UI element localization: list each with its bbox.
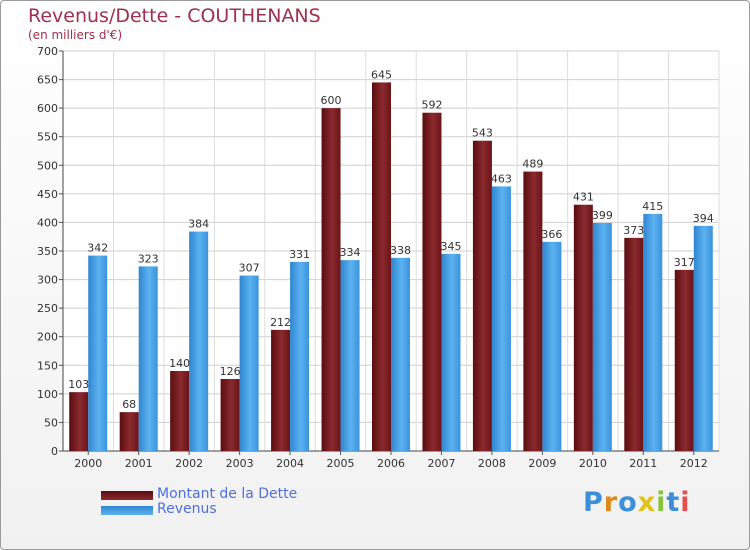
data-label-debt: 645 bbox=[371, 68, 392, 81]
data-label-debt: 140 bbox=[169, 357, 190, 370]
data-label-debt: 68 bbox=[122, 398, 136, 411]
bar-revenue bbox=[138, 266, 158, 451]
y-tick-label: 650 bbox=[37, 74, 58, 87]
bar-debt bbox=[69, 392, 89, 451]
data-label-debt: 103 bbox=[68, 378, 89, 391]
y-tick-label: 250 bbox=[37, 302, 58, 315]
data-labels: 103 342 68 323 140 384 126 307 212 331 600 334 645 33… bbox=[68, 68, 714, 411]
logo-letter: P bbox=[583, 487, 604, 518]
y-tick-label: 0 bbox=[51, 445, 58, 458]
proxiti-logo: Proxiti bbox=[583, 487, 691, 518]
x-tick-label: 2000 bbox=[74, 457, 102, 470]
legend-swatch-debt bbox=[101, 491, 153, 500]
logo-letter: x bbox=[637, 487, 657, 518]
x-tick-label: 2005 bbox=[327, 457, 355, 470]
data-label-debt: 592 bbox=[421, 99, 442, 112]
bars bbox=[69, 82, 713, 452]
bar-debt bbox=[674, 269, 694, 451]
data-label-debt: 431 bbox=[573, 191, 594, 204]
bar-debt bbox=[170, 371, 190, 451]
bar-debt bbox=[372, 82, 391, 451]
y-tick-label: 150 bbox=[37, 359, 58, 372]
y-tick-label: 200 bbox=[37, 331, 58, 344]
data-label-revenue: 366 bbox=[541, 228, 562, 241]
x-tick-label: 2003 bbox=[226, 457, 254, 470]
data-label-revenue: 334 bbox=[340, 246, 361, 259]
logo-letter: o bbox=[618, 487, 638, 518]
data-label-debt: 543 bbox=[472, 127, 493, 140]
data-label-revenue: 394 bbox=[693, 212, 714, 225]
x-tick-label: 2009 bbox=[528, 457, 556, 470]
y-tick-label: 100 bbox=[37, 388, 58, 401]
y-tick-label: 350 bbox=[37, 245, 58, 258]
y-tick-label: 700 bbox=[37, 45, 58, 58]
y-tick-label: 600 bbox=[37, 102, 58, 115]
bar-debt bbox=[573, 204, 593, 451]
data-label-debt: 373 bbox=[623, 224, 644, 237]
data-label-revenue: 384 bbox=[188, 218, 209, 231]
bar-debt bbox=[472, 140, 492, 451]
bar-debt bbox=[523, 171, 543, 452]
x-tick-label: 2002 bbox=[175, 457, 203, 470]
bar-revenue bbox=[340, 260, 360, 451]
data-label-revenue: 342 bbox=[87, 242, 108, 255]
y-tick-label: 300 bbox=[37, 274, 58, 287]
y-tick-label: 50 bbox=[44, 416, 58, 429]
logo-letter: r bbox=[603, 487, 619, 518]
data-label-revenue: 338 bbox=[390, 244, 411, 257]
legend-swatch-revenue bbox=[101, 506, 153, 515]
logo-letter: i bbox=[656, 487, 667, 518]
data-label-revenue: 331 bbox=[289, 248, 310, 261]
bar-revenue bbox=[542, 241, 562, 451]
bar-revenue bbox=[643, 213, 663, 451]
x-tick-label: 2006 bbox=[377, 457, 405, 470]
y-tick-label: 400 bbox=[37, 216, 58, 229]
data-label-revenue: 345 bbox=[440, 240, 461, 253]
bar-revenue bbox=[592, 223, 612, 451]
data-label-debt: 126 bbox=[220, 365, 241, 378]
bar-debt bbox=[422, 112, 442, 451]
bar-revenue bbox=[290, 261, 310, 451]
x-tick-label: 2008 bbox=[478, 457, 506, 470]
x-tick-label: 2011 bbox=[629, 457, 657, 470]
legend-label-revenue: Revenus bbox=[157, 501, 217, 517]
bar-debt bbox=[119, 412, 139, 451]
x-tick-label: 2004 bbox=[276, 457, 304, 470]
data-label-debt: 600 bbox=[321, 94, 342, 107]
y-tick-label: 550 bbox=[37, 131, 58, 144]
x-tick-label: 2001 bbox=[125, 457, 153, 470]
bar-revenue bbox=[88, 255, 108, 451]
bar-revenue bbox=[491, 186, 511, 451]
y-tick-label: 500 bbox=[37, 159, 58, 172]
bar-revenue bbox=[391, 257, 410, 451]
x-tick-label: 2010 bbox=[579, 457, 607, 470]
x-tick-label: 2012 bbox=[680, 457, 708, 470]
chart-title: Revenus/Dette - COUTHENANS bbox=[28, 5, 321, 27]
bar-debt bbox=[321, 108, 341, 452]
y-tick-label: 450 bbox=[37, 188, 58, 201]
bar-revenue bbox=[189, 231, 209, 451]
data-label-revenue: 307 bbox=[239, 262, 260, 275]
data-label-debt: 317 bbox=[674, 256, 695, 269]
data-label-revenue: 399 bbox=[592, 209, 613, 222]
bar-debt bbox=[271, 329, 291, 451]
data-label-revenue: 323 bbox=[138, 252, 159, 265]
bar-revenue bbox=[441, 253, 461, 451]
data-label-revenue: 415 bbox=[642, 200, 663, 213]
legend-label-debt: Montant de la Dette bbox=[157, 486, 298, 502]
logo-letter: i bbox=[680, 487, 691, 518]
x-tick-label: 2007 bbox=[427, 457, 455, 470]
bar-revenue bbox=[239, 275, 259, 451]
data-label-debt: 489 bbox=[522, 158, 543, 171]
bar-debt bbox=[624, 237, 644, 451]
bar-debt bbox=[220, 379, 240, 451]
data-label-revenue: 463 bbox=[491, 172, 512, 185]
data-label-debt: 212 bbox=[270, 316, 291, 329]
logo-letter: t bbox=[666, 487, 681, 518]
chart-subtitle: (en milliers d'€) bbox=[28, 28, 123, 42]
axes: 0 50 100 150 200 250 300 350 400 450 500 550 600 650 7… bbox=[37, 45, 719, 470]
bar-revenue bbox=[693, 225, 713, 451]
